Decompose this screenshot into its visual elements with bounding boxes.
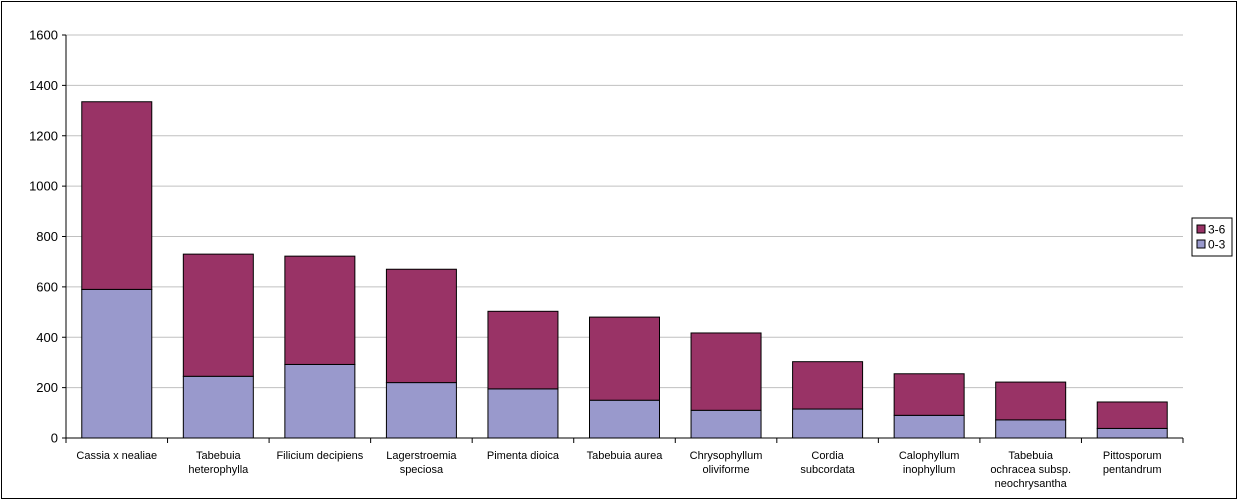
x-tick-label: heterophylla (188, 464, 249, 476)
x-tick-label: pentandrum (1103, 464, 1162, 476)
y-tick-label: 1200 (29, 128, 58, 143)
bar-segment-3-6 (182, 253, 254, 377)
y-tick-label: 800 (36, 229, 58, 244)
axes (62, 34, 1184, 443)
x-tick-label: Calophyllum (899, 450, 960, 462)
legend-swatch-3-6 (1196, 224, 1206, 234)
x-tick-label: Lagerstroemia (386, 450, 457, 462)
legend-label-0-3: 0-3 (1208, 238, 1226, 252)
bar-segment-0-3 (995, 419, 1067, 439)
bar-segment-0-3 (284, 363, 356, 439)
x-tick-label: oliviforme (703, 464, 750, 476)
y-tick-label: 200 (36, 380, 58, 395)
bar-segment-3-6 (893, 373, 965, 416)
y-tick-label: 0 (51, 431, 58, 446)
y-tick-label: 1400 (29, 78, 58, 93)
labels: 0 200 400 600 800 1000 1200 1400 1600 Cassia x ne… (29, 28, 1162, 491)
bar-segment-3-6 (487, 310, 559, 390)
bar-segment-3-6 (690, 332, 762, 411)
y-tick-label: 600 (36, 279, 58, 294)
bar-segment-0-3 (792, 408, 864, 439)
x-tick-label: speciosa (400, 464, 444, 476)
bar-segment-3-6 (81, 101, 153, 290)
bar-segment-0-3 (893, 414, 965, 439)
x-tick-label: Tabebuia (196, 450, 242, 462)
x-tick-label: Tabebuia (1008, 450, 1054, 462)
bar-segment-3-6 (385, 268, 457, 384)
x-tick-label: neochrysantha (995, 478, 1068, 490)
bar-segment-0-3 (385, 382, 457, 439)
x-tick-label: subcordata (800, 464, 855, 476)
x-tick-label: Chrysophyllum (690, 450, 763, 462)
legend-label-3-6: 3-6 (1208, 223, 1226, 237)
x-tick-label: Cassia x nealiae (76, 450, 157, 462)
bar-segment-0-3 (589, 399, 660, 439)
y-tick-label: 1000 (29, 179, 58, 194)
x-tick-label: Pittosporum (1103, 450, 1162, 462)
bar-segment-0-3 (81, 288, 153, 439)
bar-segment-0-3 (690, 409, 762, 439)
bar-segment-0-3 (182, 375, 254, 439)
bar-segment-3-6 (284, 255, 356, 365)
bars (81, 101, 1168, 439)
x-tick-label: Tabebuia aurea (587, 450, 664, 462)
bar-segment-3-6 (995, 381, 1067, 421)
x-tick-label: ochracea subsp. (990, 464, 1071, 476)
bar-segment-0-3 (487, 388, 559, 439)
legend-swatch-0-3 (1196, 239, 1206, 249)
y-tick-label: 400 (36, 330, 58, 345)
bar-segment-0-3 (1096, 427, 1168, 439)
x-tick-label: Filicium decipiens (276, 450, 363, 462)
bar-segment-3-6 (792, 361, 864, 410)
y-tick-label: 1600 (29, 28, 58, 43)
x-tick-label: Pimenta dioica (487, 450, 560, 462)
bar-segment-3-6 (1096, 401, 1168, 429)
x-tick-label: Cordia (811, 450, 844, 462)
legend-box (1191, 217, 1233, 257)
legend: 3-60-3 (1191, 217, 1233, 257)
x-tick-label: inophyllum (903, 464, 956, 476)
bar-segment-3-6 (589, 316, 660, 401)
